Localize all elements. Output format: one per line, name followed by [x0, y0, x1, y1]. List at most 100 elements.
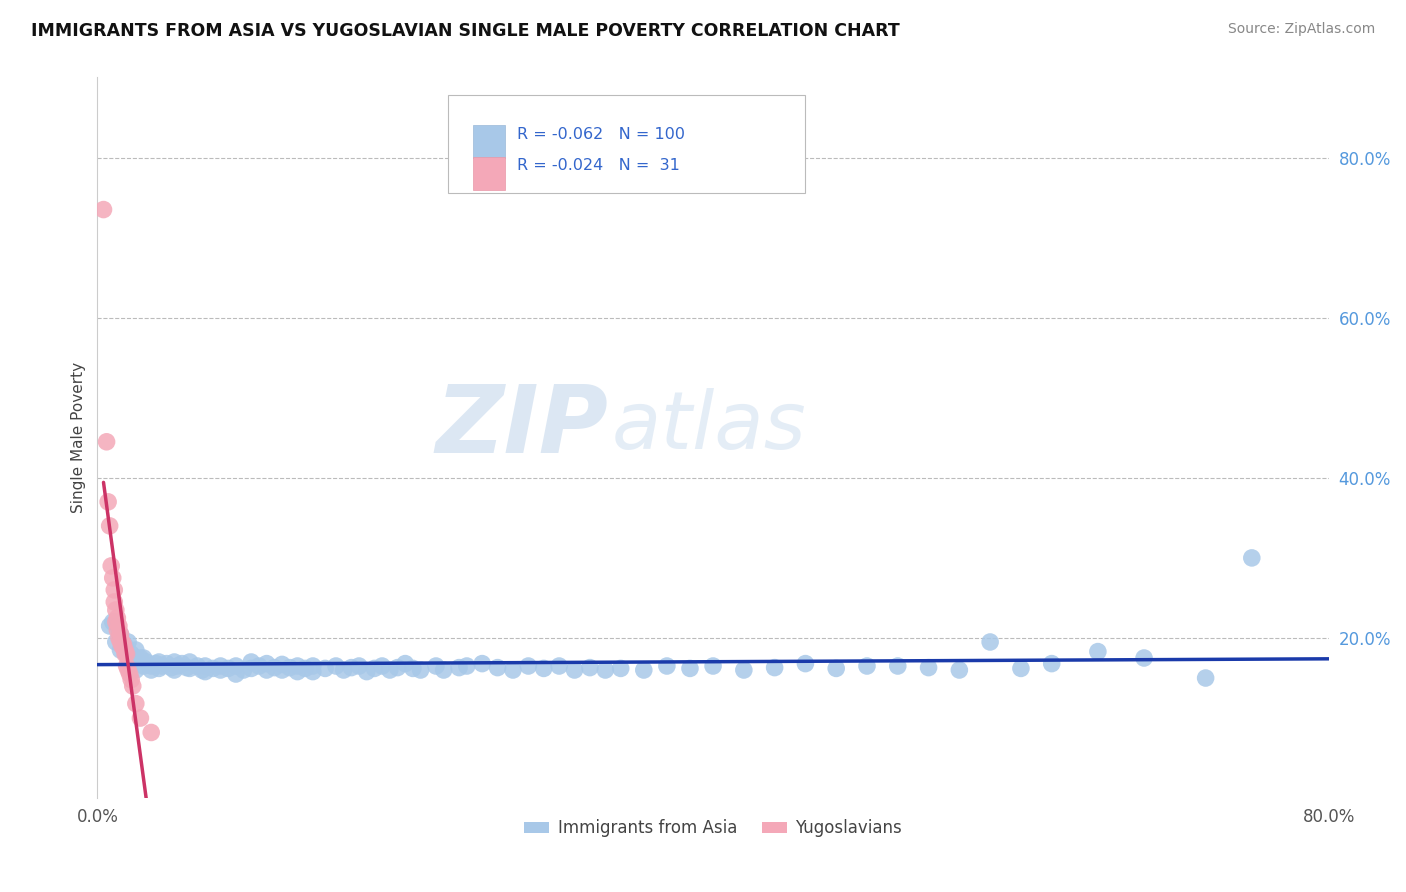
Point	[120, 673, 142, 687]
Point	[679, 661, 702, 675]
Point	[240, 655, 263, 669]
Point	[232, 663, 254, 677]
Point	[387, 660, 409, 674]
Point	[141, 659, 163, 673]
Point	[856, 659, 879, 673]
Point	[609, 661, 631, 675]
Point	[633, 663, 655, 677]
Point	[271, 663, 294, 677]
Point	[655, 659, 678, 673]
Point	[117, 663, 139, 677]
Point	[112, 640, 135, 655]
Point	[278, 660, 301, 674]
Point	[98, 619, 121, 633]
Point	[948, 663, 970, 677]
Point	[287, 659, 309, 673]
Point	[271, 657, 294, 672]
Point	[471, 657, 494, 671]
Point	[256, 663, 278, 677]
Point	[356, 665, 378, 679]
Point	[132, 651, 155, 665]
Point	[191, 663, 214, 677]
Point	[314, 661, 336, 675]
Point	[209, 659, 232, 673]
Point	[240, 661, 263, 675]
Point	[160, 660, 183, 674]
Point	[733, 663, 755, 677]
Point	[93, 202, 115, 217]
Point	[194, 665, 217, 679]
Point	[135, 655, 157, 669]
Point	[108, 631, 131, 645]
Text: IMMIGRANTS FROM ASIA VS YUGOSLAVIAN SINGLE MALE POVERTY CORRELATION CHART: IMMIGRANTS FROM ASIA VS YUGOSLAVIAN SING…	[31, 22, 900, 40]
Point	[517, 659, 540, 673]
Text: Source: ZipAtlas.com: Source: ZipAtlas.com	[1227, 22, 1375, 37]
Point	[148, 661, 170, 675]
Point	[111, 639, 134, 653]
Point	[225, 667, 247, 681]
Point	[105, 623, 128, 637]
Point	[294, 661, 316, 675]
Point	[179, 655, 201, 669]
Point	[347, 659, 370, 673]
Point	[110, 635, 132, 649]
FancyBboxPatch shape	[472, 125, 505, 158]
Point	[96, 434, 118, 449]
Point	[121, 679, 143, 693]
Point	[114, 639, 136, 653]
Point	[564, 663, 586, 677]
Point	[176, 660, 198, 674]
Point	[117, 651, 139, 665]
Point	[433, 663, 456, 677]
Y-axis label: Single Male Poverty: Single Male Poverty	[72, 362, 86, 514]
Text: atlas: atlas	[612, 388, 807, 466]
Point	[217, 661, 239, 675]
Point	[110, 627, 132, 641]
Point	[247, 659, 270, 673]
Point	[449, 660, 471, 674]
FancyBboxPatch shape	[472, 156, 505, 190]
Point	[402, 661, 425, 675]
Point	[114, 647, 136, 661]
Point	[979, 635, 1001, 649]
Point	[145, 657, 167, 671]
Point	[363, 661, 385, 675]
Text: R = -0.024   N =  31: R = -0.024 N = 31	[517, 158, 681, 173]
Point	[115, 659, 138, 673]
Point	[263, 660, 285, 674]
Point	[108, 619, 131, 633]
Point	[548, 659, 571, 673]
Point	[100, 558, 122, 573]
Point	[302, 659, 325, 673]
Point	[378, 663, 401, 677]
Point	[129, 651, 152, 665]
Point	[579, 660, 602, 674]
Point	[763, 660, 786, 674]
Point	[163, 663, 186, 677]
Point	[110, 643, 132, 657]
Point	[533, 661, 555, 675]
Point	[97, 495, 120, 509]
Point	[104, 603, 127, 617]
Point	[103, 582, 125, 597]
Point	[105, 611, 128, 625]
Point	[794, 657, 817, 671]
Point	[325, 659, 347, 673]
Point	[166, 659, 188, 673]
Point	[917, 660, 939, 674]
Point	[101, 571, 124, 585]
Point	[887, 659, 910, 673]
Point	[156, 657, 179, 671]
Point	[117, 635, 139, 649]
Point	[486, 660, 509, 674]
Point	[125, 663, 148, 677]
Point	[129, 711, 152, 725]
Point	[456, 659, 478, 673]
Point	[98, 519, 121, 533]
Point	[115, 647, 138, 661]
Point	[163, 655, 186, 669]
Point	[103, 595, 125, 609]
Point	[125, 655, 148, 669]
Point	[112, 637, 135, 651]
Point	[141, 725, 163, 739]
